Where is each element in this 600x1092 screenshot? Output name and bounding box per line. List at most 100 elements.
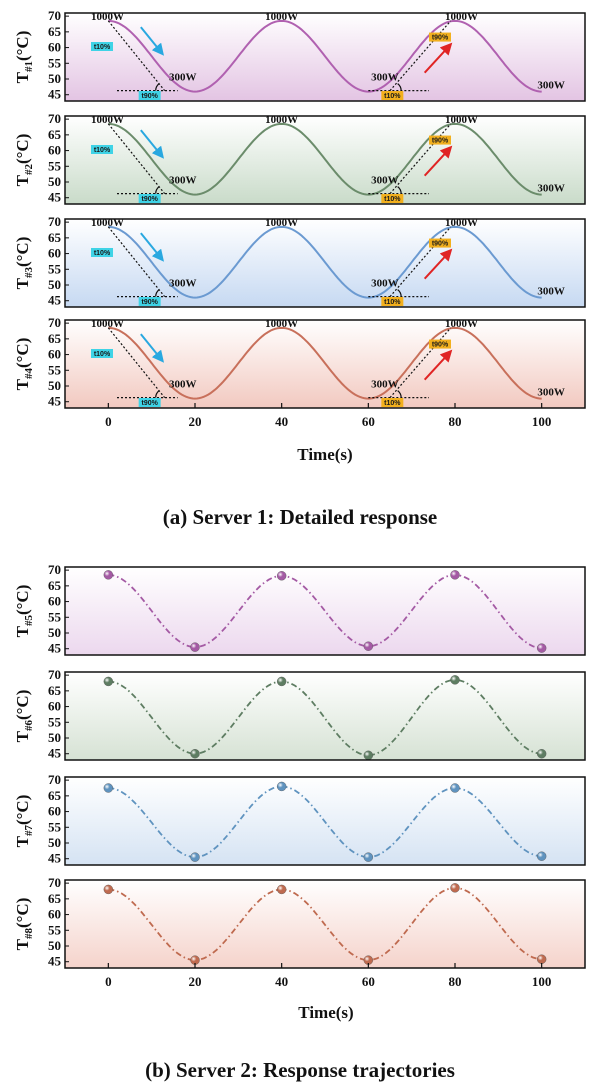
data-point <box>190 852 200 862</box>
data-point <box>536 749 547 759</box>
y-tick-label: 55 <box>48 158 62 173</box>
time-badge-label: t10% <box>384 400 401 407</box>
y-axis-label: T#1(°C) <box>13 31 35 84</box>
y-tick-label: 70 <box>48 562 61 577</box>
data-point <box>536 954 547 964</box>
x-axis-label-a: Time(s) <box>297 445 352 464</box>
time-badge: t10% <box>91 145 113 154</box>
time-badge-label: t10% <box>94 250 111 257</box>
data-point <box>103 676 114 687</box>
power-annotation: 300W <box>537 182 565 194</box>
power-annotation: 300W <box>169 175 197 187</box>
time-badge: t10% <box>381 91 404 100</box>
y-tick-label: 70 <box>48 875 61 890</box>
angle-arc <box>155 289 160 297</box>
cooling-arrow <box>140 129 165 159</box>
y-tick-label: 60 <box>48 804 61 819</box>
x-tick-label: 80 <box>449 974 462 989</box>
y-tick-label: 45 <box>48 190 62 205</box>
data-point <box>276 781 287 792</box>
y-tick-label: 45 <box>48 746 62 761</box>
y-tick-label: 65 <box>48 331 62 346</box>
x-tick-label: 100 <box>532 974 552 989</box>
y-tick-label: 55 <box>48 819 62 834</box>
power-annotation: 1000W <box>91 318 124 330</box>
cooling-arrow <box>140 333 165 363</box>
x-tick-label: 0 <box>105 974 112 989</box>
caption-a: (a) Server 1: Detailed response <box>163 505 438 529</box>
time-badge-label: t10% <box>94 351 111 358</box>
y-tick-label: 45 <box>48 87 62 102</box>
panel-frame <box>64 879 586 969</box>
y-tick-label: 65 <box>48 127 62 142</box>
response-curve <box>108 326 542 400</box>
tangent-dotted-2 <box>389 123 452 195</box>
power-annotation: 300W <box>537 285 565 297</box>
x-tick-label: 40 <box>275 974 288 989</box>
time-badge: t90% <box>138 297 161 306</box>
angle-arc <box>397 83 402 91</box>
y-tick-label: 70 <box>48 8 61 23</box>
caption-b: (b) Server 2: Response trajectories <box>145 1058 455 1082</box>
y-tick-label: 45 <box>48 641 62 656</box>
power-annotation: 1000W <box>265 318 298 330</box>
y-axis-label: T#7(°C) <box>13 795 35 848</box>
time-badge-label: t90% <box>432 35 449 42</box>
y-axis-label: T#6(°C) <box>13 690 35 743</box>
y-tick-label: 50 <box>48 378 61 393</box>
time-badge: t90% <box>429 339 451 349</box>
time-badge-label: t90% <box>432 342 449 349</box>
angle-arc <box>155 186 160 194</box>
data-point <box>276 676 287 687</box>
data-point <box>450 570 460 580</box>
x-tick-label: 20 <box>189 974 202 989</box>
heating-arrow <box>423 145 453 177</box>
tangent-dotted-1 <box>107 226 166 298</box>
time-badge-label: t90% <box>141 196 158 203</box>
power-annotation: 1000W <box>445 11 478 23</box>
time-badge-label: t10% <box>384 196 401 203</box>
power-annotation: 1000W <box>445 217 478 229</box>
panel-frame <box>64 218 586 308</box>
y-tick-label: 60 <box>48 40 61 55</box>
data-point <box>103 783 114 793</box>
power-annotation: 1000W <box>91 11 124 23</box>
y-tick-label: 60 <box>48 594 61 609</box>
panel-frame <box>64 12 586 102</box>
y-tick-label: 45 <box>48 954 62 969</box>
x-axis-label-b: Time(s) <box>298 1003 353 1022</box>
y-tick-label: 50 <box>48 277 61 292</box>
data-point <box>363 750 374 760</box>
angle-arc <box>155 83 160 91</box>
time-badge: t10% <box>91 349 113 358</box>
panel-frame <box>64 776 586 866</box>
trajectory-curve <box>108 785 542 859</box>
time-badge: t10% <box>381 194 404 203</box>
x-tick-label: 60 <box>362 414 375 429</box>
y-tick-label: 50 <box>48 174 61 189</box>
angle-arc <box>397 390 402 398</box>
time-badge: t90% <box>429 135 451 145</box>
response-curve <box>108 122 542 196</box>
data-point <box>536 851 547 861</box>
angle-arc <box>155 390 160 398</box>
panel-frame <box>64 319 586 409</box>
tangent-dotted-2 <box>389 327 452 399</box>
x-tick-label: 100 <box>532 414 552 429</box>
time-badge: t90% <box>138 398 161 407</box>
y-tick-label: 50 <box>48 938 61 953</box>
panel-background <box>65 672 585 760</box>
time-badge: t90% <box>138 194 161 203</box>
tangent-dotted-2 <box>389 20 452 92</box>
y-tick-label: 45 <box>48 293 62 308</box>
y-axis-label: T#2(°C) <box>13 134 35 187</box>
power-annotation: 1000W <box>91 217 124 229</box>
